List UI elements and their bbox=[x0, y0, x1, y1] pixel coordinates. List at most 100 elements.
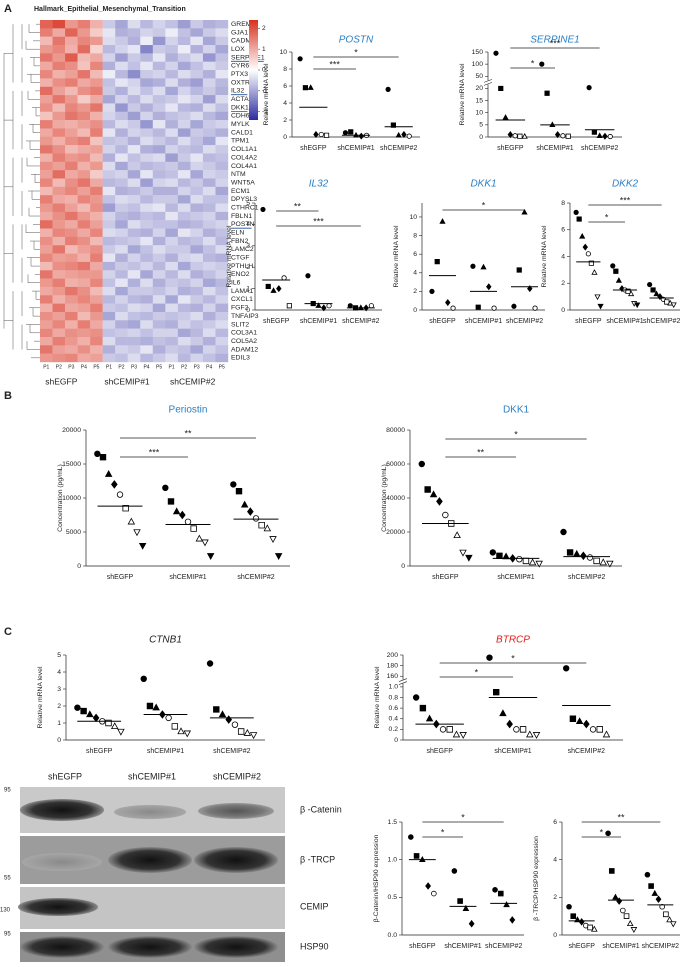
significance-label: * bbox=[600, 827, 604, 837]
gene-label: ENO2 bbox=[231, 271, 250, 278]
gene-label: CYR61 bbox=[231, 63, 253, 70]
data-point bbox=[605, 830, 611, 837]
data-point bbox=[459, 549, 467, 557]
gene-label: OXTR bbox=[231, 79, 250, 86]
heatmap-cell bbox=[215, 353, 229, 363]
heatmap-cell bbox=[165, 320, 179, 329]
heatmap-cell bbox=[140, 153, 153, 163]
heatmap-cell bbox=[102, 170, 116, 179]
heatmap-cell bbox=[152, 153, 166, 163]
data-point bbox=[580, 551, 587, 561]
heatmap-cell bbox=[190, 95, 204, 104]
data-point bbox=[486, 654, 493, 661]
gene-label: CTHRC1 bbox=[231, 204, 259, 211]
heatmap-cell bbox=[77, 86, 91, 96]
data-point bbox=[599, 558, 607, 566]
data-point bbox=[480, 263, 487, 270]
heatmap-cell bbox=[177, 345, 191, 354]
heatmap-cell bbox=[190, 61, 204, 71]
heatmap-cell bbox=[90, 278, 103, 288]
significance-label: * bbox=[475, 667, 479, 677]
data-point bbox=[358, 132, 364, 140]
heatmap-cell bbox=[52, 145, 66, 154]
heatmap-cell bbox=[190, 295, 204, 304]
heatmap-cell bbox=[90, 211, 103, 221]
heatmap-cell bbox=[40, 195, 53, 204]
axis-break bbox=[484, 80, 492, 85]
heatmap-cell bbox=[140, 320, 153, 329]
heatmap-cell bbox=[115, 195, 128, 204]
data-point bbox=[258, 522, 265, 529]
data-point bbox=[368, 303, 374, 309]
heatmap-cell bbox=[152, 128, 166, 137]
data-point bbox=[401, 130, 407, 138]
heatmap-cell bbox=[102, 336, 116, 346]
data-point bbox=[274, 553, 283, 560]
lane-label: shCEMIP#1 bbox=[128, 771, 176, 781]
blot-band bbox=[20, 799, 104, 821]
data-point bbox=[594, 294, 601, 301]
heatmap-cell bbox=[77, 253, 91, 263]
heatmap-cell bbox=[215, 161, 229, 171]
heatmap-cell bbox=[52, 136, 66, 146]
x-tick-label: shCEMIP#1 bbox=[494, 748, 531, 755]
data-point bbox=[560, 133, 566, 139]
data-point bbox=[86, 710, 94, 718]
data-point bbox=[648, 883, 654, 889]
heatmap-cell bbox=[40, 111, 53, 121]
heatmap-cell bbox=[152, 61, 166, 71]
heatmap-cell bbox=[202, 36, 216, 46]
heatmap-cell bbox=[52, 170, 66, 179]
y-tick-label: 0 bbox=[283, 134, 287, 141]
y-tick-label: 10 bbox=[279, 49, 287, 56]
data-point bbox=[80, 707, 87, 715]
heatmap-cell bbox=[190, 86, 204, 96]
blot-band bbox=[194, 936, 278, 958]
data-point bbox=[666, 916, 673, 923]
heatmap-cell bbox=[177, 211, 191, 221]
heatmap-cell bbox=[165, 86, 179, 96]
data-point bbox=[578, 918, 585, 926]
heatmap-cell bbox=[152, 311, 166, 321]
gene-label: ADAM12 bbox=[231, 346, 258, 353]
heatmap-cell bbox=[177, 120, 191, 129]
heatmap-cell bbox=[140, 111, 153, 121]
group-label: shCEMIP#1 bbox=[104, 376, 150, 386]
heatmap-cell bbox=[102, 28, 116, 37]
heatmap-cell bbox=[65, 336, 78, 346]
y-tick-label: 1.5 bbox=[388, 819, 398, 826]
heatmap-cell bbox=[140, 211, 153, 221]
data-point bbox=[532, 305, 538, 311]
heatmap-cell bbox=[40, 328, 53, 338]
heatmap-cell bbox=[152, 161, 166, 171]
heatmap-cell bbox=[77, 45, 91, 54]
heatmap-cell bbox=[102, 153, 116, 163]
y-tick-label: 10000 bbox=[62, 495, 81, 502]
data-point bbox=[512, 133, 518, 139]
data-point bbox=[521, 133, 528, 139]
heatmap-cell bbox=[177, 270, 191, 279]
heatmap-cell bbox=[140, 295, 153, 304]
heatmap-cell bbox=[215, 328, 229, 338]
heatmap-cell bbox=[115, 228, 128, 238]
heatmap-cell bbox=[65, 211, 78, 221]
x-tick-label: shEGFP bbox=[429, 318, 456, 325]
heatmap-cell bbox=[127, 161, 141, 171]
heatmap-cell bbox=[140, 86, 153, 96]
heatmap-cell bbox=[202, 286, 216, 296]
heatmap-cell bbox=[52, 345, 66, 354]
heatmap-cell bbox=[152, 120, 166, 129]
data-point bbox=[252, 515, 260, 522]
heatmap-cell bbox=[152, 211, 166, 221]
data-point bbox=[492, 688, 500, 696]
heatmap-cell bbox=[102, 61, 116, 71]
heatmap-cell bbox=[77, 270, 91, 279]
heatmap-cell bbox=[177, 111, 191, 121]
heatmap-cell bbox=[102, 195, 116, 204]
heatmap-cell bbox=[65, 136, 78, 146]
column-label: P5 bbox=[93, 364, 99, 370]
heatmap-cell bbox=[190, 336, 204, 346]
significance-label: * bbox=[482, 200, 486, 210]
heatmap-cell bbox=[140, 286, 153, 296]
x-tick-label: shCEMIP#1 bbox=[147, 748, 184, 755]
